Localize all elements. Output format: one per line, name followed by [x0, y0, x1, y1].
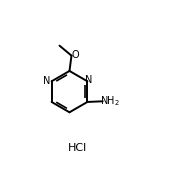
Text: NH$_2$: NH$_2$: [100, 94, 120, 108]
Text: N: N: [85, 75, 93, 85]
Text: HCl: HCl: [68, 143, 87, 153]
Text: O: O: [72, 50, 80, 60]
Text: N: N: [43, 76, 50, 86]
